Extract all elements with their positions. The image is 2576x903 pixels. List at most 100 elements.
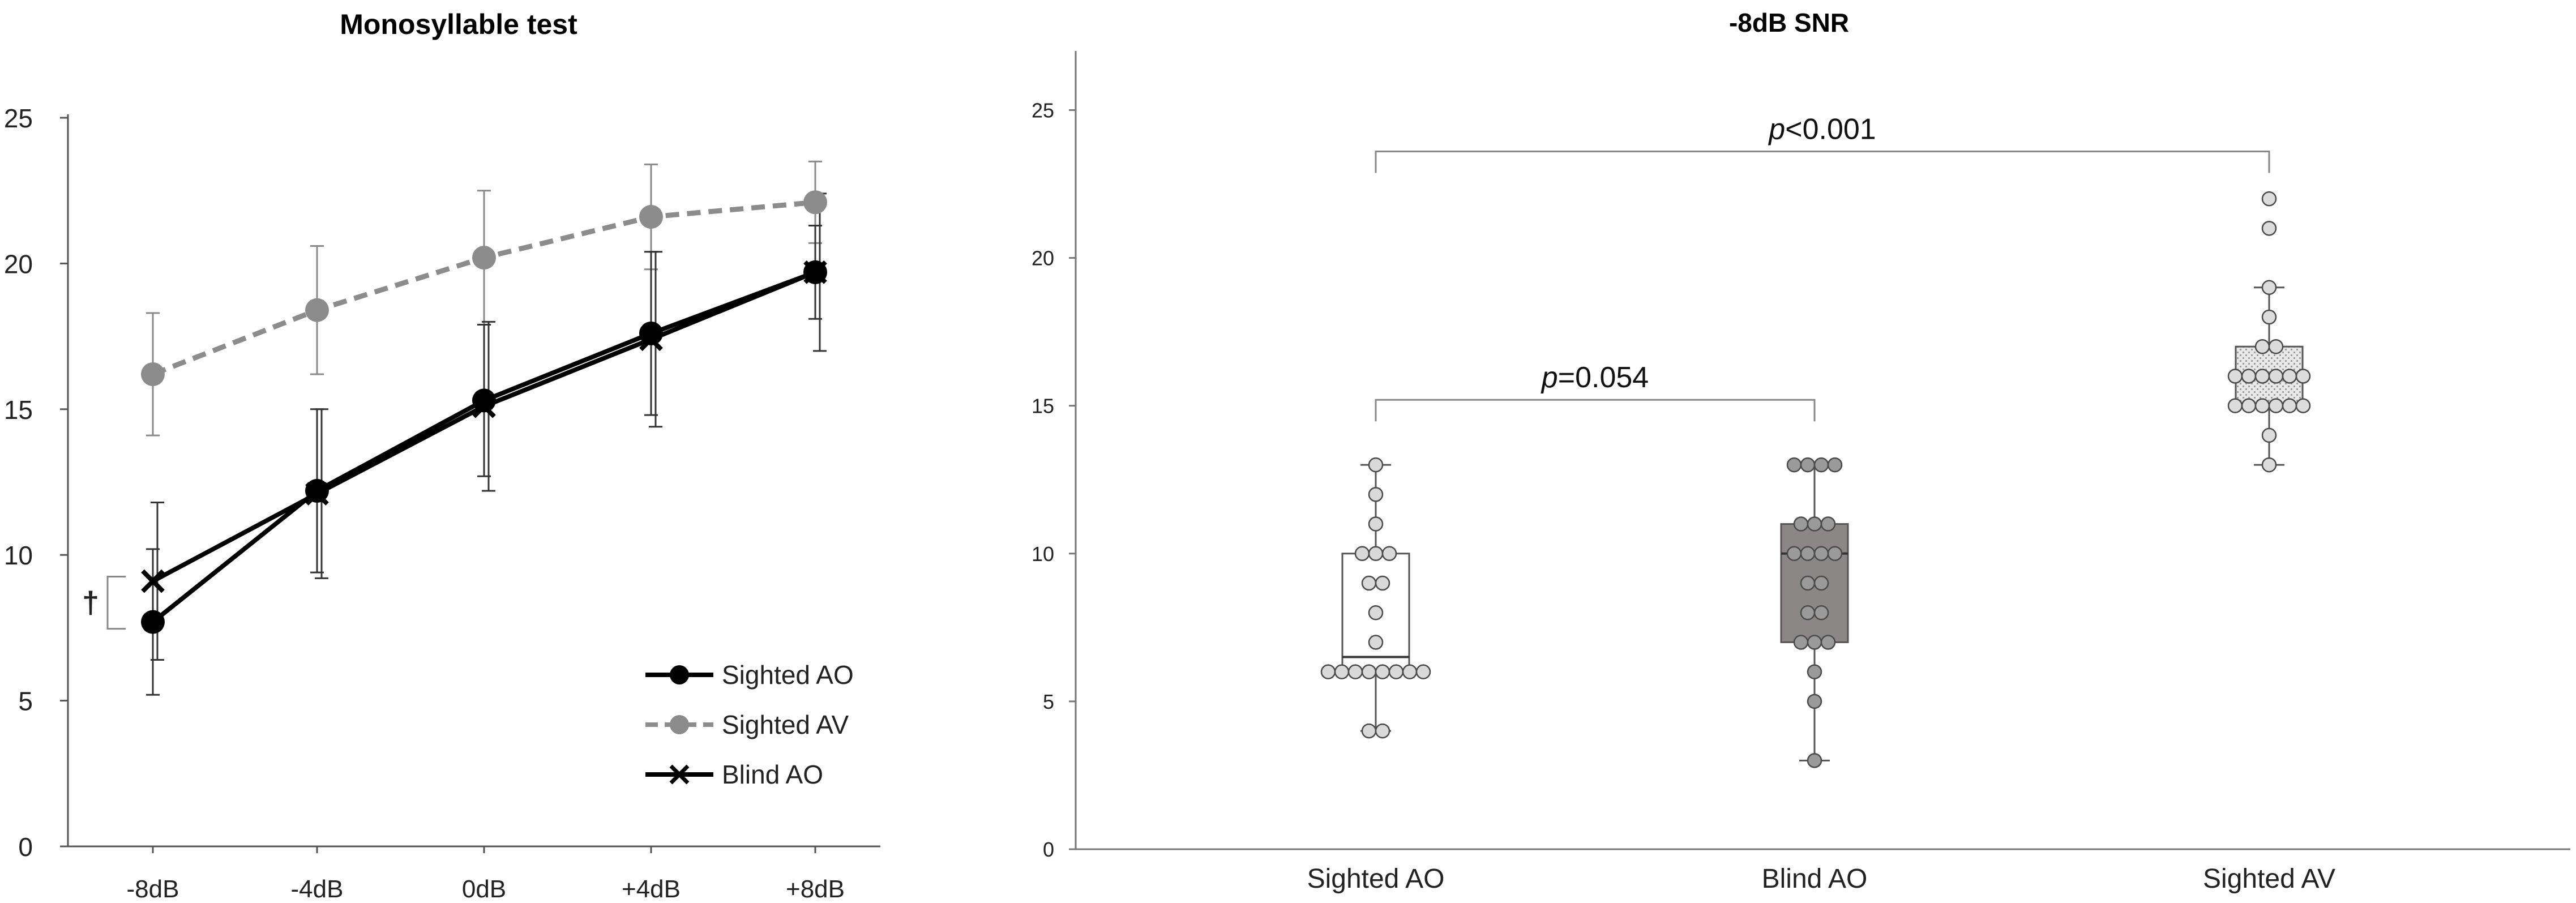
data-point-blind-ao xyxy=(1813,575,1829,591)
data-point-sighted-ao xyxy=(1361,723,1377,739)
p-value-label: p<0.001 xyxy=(1768,113,1876,146)
marker-sighted-av xyxy=(141,362,165,387)
comparison-sighted-ao-vs-blind-ao: p=0.054 xyxy=(1375,361,1816,422)
data-point-sighted-ao xyxy=(1415,664,1431,679)
data-point-sighted-ao xyxy=(1334,664,1350,679)
marker-x-stroke xyxy=(141,569,165,593)
x-tick-label: Sighted AV xyxy=(2203,864,2335,894)
data-point-sighted-ao xyxy=(1368,635,1384,650)
x-tick-label: +8dB xyxy=(786,875,845,903)
marker-blind-ao xyxy=(639,327,663,352)
data-point-blind-ao xyxy=(1807,516,1822,532)
data-point-sighted-ao xyxy=(1368,546,1384,562)
marker-sighted-ao xyxy=(141,610,165,634)
line-chart-markers xyxy=(141,190,827,634)
data-point-blind-ao xyxy=(1813,605,1829,620)
data-point-blind-ao xyxy=(1820,516,1836,532)
data-point-sighted-av xyxy=(2261,457,2277,473)
data-point-sighted-ao xyxy=(1375,575,1390,591)
box-plot-data-points xyxy=(1320,191,2311,768)
data-point-blind-ao xyxy=(1800,605,1816,620)
data-point-sighted-av xyxy=(2254,398,2270,413)
data-point-sighted-av xyxy=(2254,339,2270,354)
line-chart-title: Monosyllable test xyxy=(340,8,577,40)
data-point-sighted-ao xyxy=(1347,664,1363,679)
comparison-bracket xyxy=(1375,399,1816,422)
x-tick-label: 0dB xyxy=(462,875,506,903)
marker-sighted-av xyxy=(305,298,329,322)
data-point-sighted-av xyxy=(2227,398,2243,413)
marker-blind-ao xyxy=(803,260,827,284)
dagger-symbol: † xyxy=(82,586,99,620)
data-point-sighted-ao xyxy=(1354,546,1370,562)
data-point-sighted-ao xyxy=(1320,664,1336,679)
marker-sighted-av xyxy=(803,190,827,215)
legend-item-blind-ao: Blind AO xyxy=(645,760,823,789)
marker-sighted-av xyxy=(639,205,663,229)
marker-sighted-ao xyxy=(639,321,663,345)
p-value-label: p=0.054 xyxy=(1541,361,1649,394)
data-point-sighted-av xyxy=(2261,191,2277,207)
legend-item-sighted-av: Sighted AV xyxy=(645,710,849,739)
data-point-sighted-av xyxy=(2241,369,2257,384)
comparison-bracket xyxy=(1375,151,2270,173)
marker-x-stroke xyxy=(803,260,827,284)
y-tick-label: 10 xyxy=(1032,542,1054,566)
data-point-sighted-av xyxy=(2295,369,2311,384)
significance-bracket-dagger: † xyxy=(82,576,126,630)
data-point-sighted-av xyxy=(2254,369,2270,384)
data-point-blind-ao xyxy=(1813,457,1829,473)
data-point-sighted-av xyxy=(2241,398,2257,413)
data-point-blind-ao xyxy=(1807,664,1822,679)
line-chart-error-bars xyxy=(146,160,827,696)
data-point-sighted-av xyxy=(2282,398,2297,413)
marker-x-stroke xyxy=(305,482,329,506)
marker-blind-ao xyxy=(472,394,496,418)
comparison-sighted-ao-vs-sighted-av: p<0.001 xyxy=(1375,113,2270,173)
data-point-sighted-av xyxy=(2261,280,2277,296)
data-point-blind-ao xyxy=(1800,457,1816,473)
y-tick-label: 15 xyxy=(1032,395,1054,418)
data-point-sighted-ao xyxy=(1375,664,1390,679)
data-point-blind-ao xyxy=(1793,516,1809,532)
y-tick-label: 25 xyxy=(4,104,33,133)
data-point-blind-ao xyxy=(1793,635,1809,650)
box-plot-comparison-brackets: p<0.001 p=0.054 xyxy=(1375,113,2270,422)
y-tick-label: 15 xyxy=(4,395,33,425)
data-point-sighted-ao xyxy=(1368,516,1384,532)
marker-blind-ao xyxy=(141,569,165,593)
data-point-blind-ao xyxy=(1827,546,1843,562)
data-point-sighted-ao xyxy=(1361,664,1377,679)
box-sighted-ao xyxy=(1341,464,1410,732)
y-tick-label: 20 xyxy=(1032,247,1054,270)
data-point-sighted-av xyxy=(2227,369,2243,384)
marker-x-stroke xyxy=(472,394,496,418)
data-point-sighted-ao xyxy=(1368,487,1384,502)
x-tick-label: Blind AO xyxy=(1762,864,1868,894)
x-tick-label: Sighted AO xyxy=(1307,864,1445,894)
data-point-sighted-ao xyxy=(1375,723,1390,739)
data-point-sighted-av xyxy=(2282,369,2297,384)
data-point-sighted-ao xyxy=(1388,664,1404,679)
y-tick-label: 0 xyxy=(18,832,33,862)
y-tick-label: 5 xyxy=(1043,690,1054,713)
marker-sighted-av xyxy=(472,246,496,270)
legend-marker xyxy=(670,665,689,684)
data-point-sighted-av xyxy=(2268,339,2284,354)
x-tick-label: -4dB xyxy=(291,875,344,903)
data-point-blind-ao xyxy=(1807,635,1822,650)
data-point-blind-ao xyxy=(1800,546,1816,562)
data-point-blind-ao xyxy=(1813,546,1829,562)
box-plot-axes: 0 5 10 15 20 25 Sighted AO Blind AO Sighted AV xyxy=(1032,51,2570,894)
data-point-sighted-av xyxy=(2295,398,2311,413)
data-point-blind-ao xyxy=(1807,694,1822,709)
box-plot-panel: -8dB SNR 0 5 10 15 20 25 Sighted AO Blind AO Sig… xyxy=(1032,8,2570,894)
legend-label: Sighted AV xyxy=(722,710,849,739)
data-point-blind-ao xyxy=(1807,753,1822,768)
data-point-sighted-av xyxy=(2261,427,2277,443)
data-point-blind-ao xyxy=(1820,635,1836,650)
marker-blind-ao xyxy=(305,482,329,506)
line-chart-panel: Monosyllable test 0 5 10 15 20 25 -8dB -4dB 0dB +… xyxy=(4,8,880,903)
marker-sighted-ao xyxy=(472,388,496,413)
marker-x-stroke xyxy=(639,327,663,352)
